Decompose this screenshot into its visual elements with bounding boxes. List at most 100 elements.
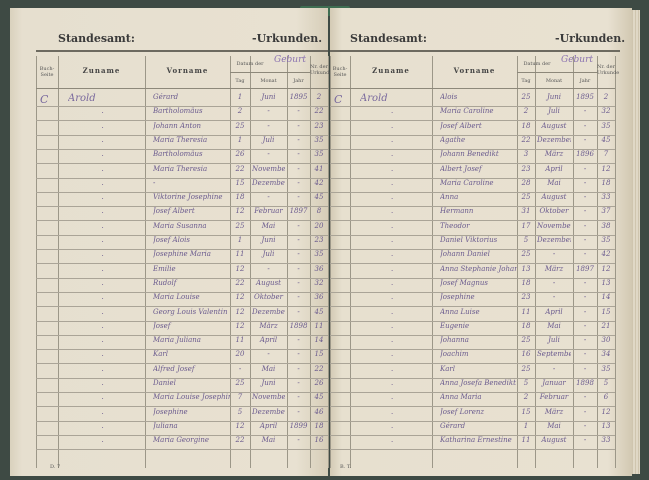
surname-ditto-mark: .: [101, 364, 104, 373]
table-row: . Anna Stephanie Johanna 13 März 1897 12: [330, 264, 615, 279]
header-month: Monat: [545, 78, 563, 84]
surname-ditto-mark: .: [101, 407, 104, 416]
birth-day: 28: [521, 178, 531, 187]
left-page: Standesamt: -Urkunden. Buch-Seite Zuname V…: [10, 8, 332, 476]
birth-month: Dezember: [252, 407, 285, 416]
birth-month: -: [552, 278, 556, 287]
office-title: Standesamt:: [58, 32, 135, 45]
birth-day: 25: [235, 221, 245, 230]
birth-day: 12: [235, 293, 245, 302]
birth-year: 1899: [289, 421, 308, 430]
birth-month: Dezember: [252, 307, 285, 316]
surname-ditto-mark: .: [391, 121, 394, 130]
given-name: Maria Theresia: [153, 164, 208, 173]
birth-day: 12: [235, 321, 245, 330]
surname-ditto-mark: .: [101, 107, 104, 116]
birth-day: 31: [521, 207, 531, 216]
given-name: Josephine Maria: [153, 250, 211, 259]
table-row: C Arold Gérard 1 Juni 1895 2: [36, 92, 328, 107]
given-name: Josef Lorenz: [440, 407, 485, 416]
surname-ditto-mark: .: [101, 221, 104, 230]
birth-day: 22: [521, 135, 531, 144]
surname-ditto-mark: .: [101, 436, 104, 445]
table-row: . Agathe 22 Dezember - 45: [330, 135, 615, 150]
record-number: 46: [314, 407, 324, 416]
table-row: . Alfred Josef - Mai - 22: [36, 364, 328, 379]
surname-ditto-mark: .: [391, 321, 394, 330]
birth-year: -: [583, 121, 587, 130]
header-surname: Zuname: [372, 66, 410, 75]
given-name: Josef Alois: [153, 236, 190, 244]
birth-year: -: [297, 264, 300, 273]
birth-month: Oktober: [254, 293, 283, 302]
birth-month: März: [259, 321, 278, 330]
surname-ditto-mark: .: [391, 107, 394, 116]
header-bottom-line: [36, 88, 328, 89]
column-divider: [350, 56, 351, 468]
birth-month: Mai: [547, 421, 561, 430]
table-row: . Hermann 31 Oktober - 37: [330, 206, 615, 222]
surname-ditto-mark: .: [101, 236, 104, 244]
birth-day: 12: [235, 421, 245, 430]
given-name: Maria Theresia: [153, 135, 208, 144]
record-number: 36: [314, 264, 324, 273]
surname-ditto-mark: .: [391, 236, 394, 244]
record-number: 30: [601, 336, 611, 345]
birth-month: November: [252, 164, 285, 173]
birth-day: 12: [235, 264, 245, 273]
given-name: Maria Caroline: [440, 107, 494, 116]
book-letter: C: [40, 93, 49, 106]
book-page-edges: [632, 10, 640, 474]
birth-year: -: [583, 250, 587, 259]
table-row: . Josef Magnus 18 - - 13: [330, 278, 615, 293]
birth-year: -: [297, 336, 300, 345]
given-name: Johann Anton: [153, 121, 202, 130]
record-number: 37: [601, 207, 611, 216]
birth-year: -: [297, 307, 300, 316]
surname-ditto-mark: .: [391, 221, 394, 230]
column-divider: [535, 56, 536, 468]
birth-year: -: [297, 393, 300, 402]
birth-year: -: [583, 321, 587, 330]
surname-ditto-mark: .: [391, 264, 394, 273]
header-year: Jahr: [293, 78, 304, 84]
birth-month: Januar: [542, 379, 566, 387]
given-name: Maria Louise: [153, 293, 200, 302]
birth-day: 26: [235, 150, 245, 159]
birth-year: -: [583, 135, 587, 144]
column-divider: [58, 56, 59, 468]
record-number: 12: [601, 164, 611, 173]
header-month: Monat: [260, 78, 277, 84]
birth-month: -: [552, 293, 556, 302]
table-row: . Bartholomäus 2 - - 22: [36, 106, 328, 122]
given-name: Maria Louise Josephine: [153, 393, 230, 402]
birth-year: 1897: [576, 264, 594, 273]
table-row: . Josef Lorenz 15 März - 12: [330, 407, 615, 422]
given-name: Bartholomäus: [153, 107, 203, 116]
birth-day: 12: [235, 207, 245, 216]
table-row: . Eugenie 18 Mai - 21: [330, 321, 615, 336]
table-row: . Josef Albert 12 Februar 1897 8: [36, 206, 328, 222]
table-row: . Maria Caroline 2 Juli - 32: [330, 106, 615, 122]
table-row: . Albert Josef 23 April - 12: [330, 164, 615, 179]
birth-month: Mai: [261, 221, 276, 230]
record-number: 20: [314, 221, 324, 230]
record-number: 14: [314, 336, 324, 345]
record-number: 7: [603, 150, 609, 159]
birth-month: Juni: [261, 236, 276, 244]
header-rule: [36, 50, 328, 52]
birth-year: 1898: [289, 321, 308, 330]
header-year: Jahr: [579, 78, 591, 84]
birth-year: -: [297, 379, 300, 387]
birth-day: 2: [237, 107, 243, 116]
table-row: . Josephine 23 - - 14: [330, 292, 615, 308]
column-divider: [432, 56, 433, 468]
birth-year: 1896: [576, 150, 594, 159]
birth-year: -: [297, 293, 300, 302]
birth-year: -: [297, 364, 300, 373]
record-number: 13: [601, 421, 611, 430]
birth-month: April: [259, 336, 278, 345]
birth-month: -: [267, 150, 270, 159]
birth-month: -: [552, 364, 556, 373]
birth-day: 5: [523, 379, 529, 387]
